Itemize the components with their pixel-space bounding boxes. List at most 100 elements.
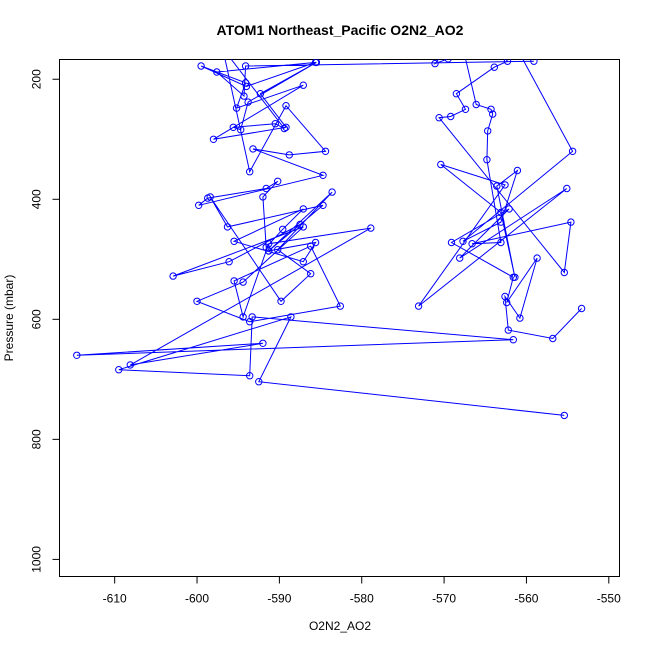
data-point	[274, 246, 282, 254]
data-point	[232, 104, 241, 112]
data-point	[219, 45, 225, 51]
data-point	[447, 112, 455, 121]
data-point	[437, 160, 445, 169]
data-point	[490, 63, 498, 71]
data-point	[285, 151, 293, 159]
x-axis: -610 -600 -590 -580 -570 -560 -550	[103, 576, 621, 606]
data-point	[246, 168, 254, 176]
data-point	[240, 92, 248, 100]
data-point	[516, 314, 524, 322]
data-point	[282, 102, 290, 110]
y-axis-label: Pressure (mbar)	[2, 275, 16, 362]
data-point	[328, 188, 336, 196]
data-point	[483, 156, 491, 164]
data-point	[229, 123, 238, 132]
data-point	[241, 79, 250, 87]
data-point	[447, 238, 456, 247]
data-point	[225, 258, 233, 266]
data-point	[209, 135, 218, 144]
data-point	[271, 120, 279, 128]
data-point	[549, 334, 557, 343]
x-tick-label: -610	[103, 592, 127, 606]
data-point	[321, 147, 330, 156]
data-point	[459, 237, 467, 246]
data-point	[493, 182, 501, 190]
data-point	[311, 238, 320, 247]
data-point	[307, 270, 315, 278]
data-point	[511, 40, 517, 46]
data-point	[213, 68, 221, 76]
data-point	[242, 82, 251, 91]
data-point	[497, 218, 505, 226]
data-point	[115, 366, 123, 374]
data-point	[435, 114, 443, 122]
data-point	[489, 110, 497, 118]
data-point	[249, 145, 257, 153]
y-tick-label: 400	[30, 189, 44, 209]
series-1	[73, 45, 568, 420]
data-point	[259, 193, 267, 201]
data-point	[299, 223, 307, 231]
data-point	[504, 326, 512, 334]
data-point	[73, 351, 81, 359]
data-point	[246, 372, 254, 380]
data-point	[237, 126, 245, 134]
data-point	[239, 278, 247, 286]
data-point	[476, 26, 482, 32]
data-point	[452, 90, 461, 98]
data-point	[459, 41, 465, 47]
data-point	[279, 225, 287, 234]
data-point	[312, 59, 321, 67]
data-point	[505, 205, 513, 213]
x-tick-label: -560	[514, 592, 538, 606]
data-point	[274, 177, 282, 186]
data-point	[193, 297, 201, 305]
chart-title: ATOM1 Northeast_Pacific O2N2_AO2	[217, 22, 464, 38]
data-point	[169, 272, 177, 280]
data-point	[563, 184, 571, 193]
data-point	[468, 240, 476, 248]
data-point	[299, 205, 307, 213]
data-point	[265, 247, 273, 255]
data-point	[248, 313, 256, 321]
data-point	[567, 218, 575, 226]
data-point	[230, 277, 238, 285]
data-point	[472, 100, 480, 109]
data-point	[239, 313, 247, 321]
data-point	[223, 223, 232, 231]
data-point	[206, 193, 214, 201]
data-point	[487, 105, 495, 114]
data-point	[336, 302, 344, 310]
data-point	[484, 127, 492, 135]
data-point	[367, 224, 375, 232]
data-point	[299, 258, 307, 266]
data-point	[230, 237, 238, 246]
data-point	[497, 238, 505, 247]
data-point	[533, 254, 541, 262]
x-tick-label: -550	[597, 592, 621, 606]
y-tick-label: 600	[30, 309, 44, 329]
data-point	[319, 201, 327, 210]
data-point	[513, 166, 522, 175]
data-point	[319, 171, 327, 180]
y-axis: 200 400 600 800 1000	[30, 69, 60, 573]
data-point	[445, 45, 451, 51]
data-point	[431, 59, 439, 68]
x-tick-label: -570	[432, 592, 456, 606]
plot-frame	[59, 59, 620, 577]
data-point	[560, 268, 568, 277]
data-point	[299, 81, 307, 89]
x-axis-label: O2N2_AO2	[309, 619, 371, 633]
data-point	[255, 378, 263, 386]
data-point	[577, 304, 586, 313]
data-point	[509, 336, 517, 344]
y-tick-label: 1000	[30, 546, 44, 573]
data-point	[414, 302, 423, 310]
data-point	[259, 339, 267, 347]
data-point	[282, 123, 290, 132]
data-point	[503, 59, 512, 65]
y-tick-label: 200	[30, 69, 44, 89]
data-point	[241, 62, 250, 70]
data-point	[197, 62, 205, 70]
